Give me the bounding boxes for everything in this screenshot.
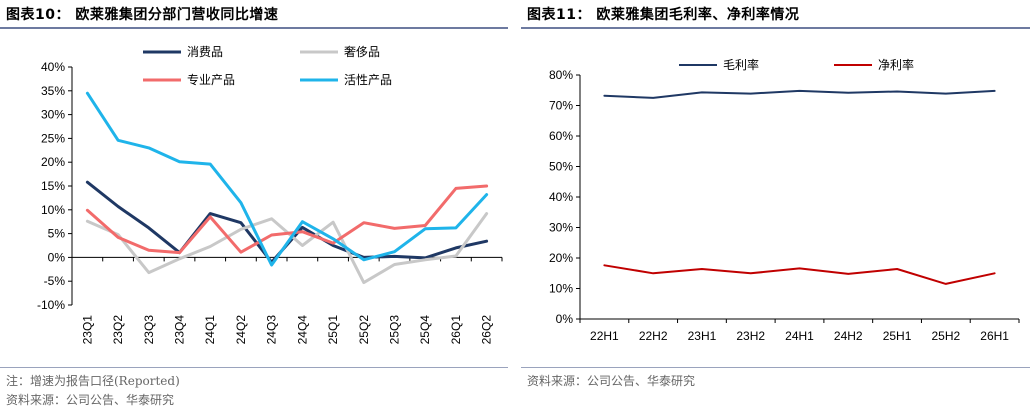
- x-tick-label: 22H2: [639, 329, 668, 343]
- x-tick-label: 25Q4: [418, 315, 432, 345]
- x-tick-label: 23Q2: [111, 315, 125, 345]
- x-tick-label: 25H2: [931, 329, 960, 343]
- x-tick-label: 23Q3: [142, 315, 156, 345]
- right-chart-panel: 图表11： 欧莱雅集团毛利率、净利率情况 80% 70% 60% 50% 40% 30% 2…: [521, 0, 1030, 412]
- y-tick-label: 0%: [48, 250, 66, 264]
- x-tick-label: 26H1: [980, 329, 1009, 343]
- x-tick-label: 25Q2: [357, 315, 371, 345]
- y-tick-label: 50%: [549, 160, 573, 174]
- y-tick-label: 10%: [41, 203, 65, 217]
- y-tick-label: -10%: [37, 298, 65, 312]
- y-tick-label: 70%: [549, 99, 573, 113]
- y-tick-label: 35%: [41, 84, 65, 98]
- legend-label: 毛利率: [723, 57, 759, 72]
- y-tick-label: 60%: [549, 129, 573, 143]
- left-chart-plot: 40% 35% 30% 25% 20% 15% 10% 5% 0% -5% -10% 23Q1 23Q2…: [37, 45, 503, 345]
- series-line: [603, 89, 996, 99]
- y-tick-label: 30%: [41, 108, 65, 122]
- x-tick-label: 26Q2: [480, 315, 494, 345]
- x-tick-label: 24Q3: [265, 315, 279, 345]
- left-chart-title: 图表10： 欧莱雅集团分部门营收同比增速: [6, 7, 279, 23]
- x-tick-label: 22H1: [590, 329, 619, 343]
- legend-label: 专业产品: [187, 72, 235, 87]
- y-tick-label: 15%: [41, 179, 65, 193]
- y-tick-label: 40%: [41, 60, 65, 74]
- series-line: [85, 91, 489, 267]
- y-tick-label: 80%: [549, 68, 573, 82]
- x-tick-label: 23H2: [736, 329, 765, 343]
- left-chart-note: 注：增速为报告口径(Reported): [6, 374, 180, 388]
- x-tick-label: 24H1: [785, 329, 814, 343]
- legend-label: 消费品: [187, 45, 223, 59]
- series-line: [603, 264, 996, 285]
- right-chart-plot: 80% 70% 60% 50% 40% 30% 20% 10% 0% 22H1 22H2 23H1 23…: [549, 57, 1020, 343]
- x-tick-label: 25Q3: [388, 315, 402, 345]
- x-tick-label: 23H1: [688, 329, 717, 343]
- x-tick-label: 26Q1: [449, 315, 463, 345]
- left-chart-panel: 图表10： 欧莱雅集团分部门营收同比增速 40% 35% 30% 25% 20% 15% 1…: [0, 0, 508, 412]
- x-tick-label: 24H2: [834, 329, 863, 343]
- y-tick-label: 25%: [41, 131, 65, 145]
- y-tick-label: 30%: [549, 221, 573, 235]
- y-tick-label: 0%: [556, 312, 574, 326]
- right-bottom-rule: [521, 367, 1030, 368]
- legend-label: 活性产品: [344, 73, 392, 87]
- left-bottom-rule: [0, 367, 508, 368]
- x-tick-label: 24Q4: [295, 315, 309, 345]
- x-tick-label: 24Q1: [203, 315, 217, 345]
- y-tick-label: 5%: [48, 227, 66, 241]
- right-chart-source: 资料来源：公司公告、华泰研究: [527, 374, 696, 388]
- legend-label: 奢侈品: [344, 45, 380, 59]
- x-tick-label: 24Q2: [234, 315, 248, 345]
- y-tick-label: 10%: [549, 282, 573, 296]
- x-tick-label: 23Q1: [80, 315, 94, 345]
- y-tick-label: 20%: [41, 155, 65, 169]
- x-tick-label: 25H1: [883, 329, 912, 343]
- series-line: [85, 184, 489, 255]
- y-tick-label: 40%: [549, 190, 573, 204]
- right-title-rule: [521, 27, 1030, 29]
- y-tick-label: 20%: [549, 251, 573, 265]
- legend-label: 净利率: [878, 57, 914, 72]
- x-tick-label: 23Q4: [173, 315, 187, 345]
- left-title-rule: [0, 27, 508, 29]
- y-tick-label: -5%: [44, 274, 66, 288]
- left-chart-source: 资料来源：公司公告、华泰研究: [6, 393, 175, 407]
- x-tick-label: 25Q1: [326, 315, 340, 345]
- right-chart-title: 图表11： 欧莱雅集团毛利率、净利率情况: [527, 7, 800, 23]
